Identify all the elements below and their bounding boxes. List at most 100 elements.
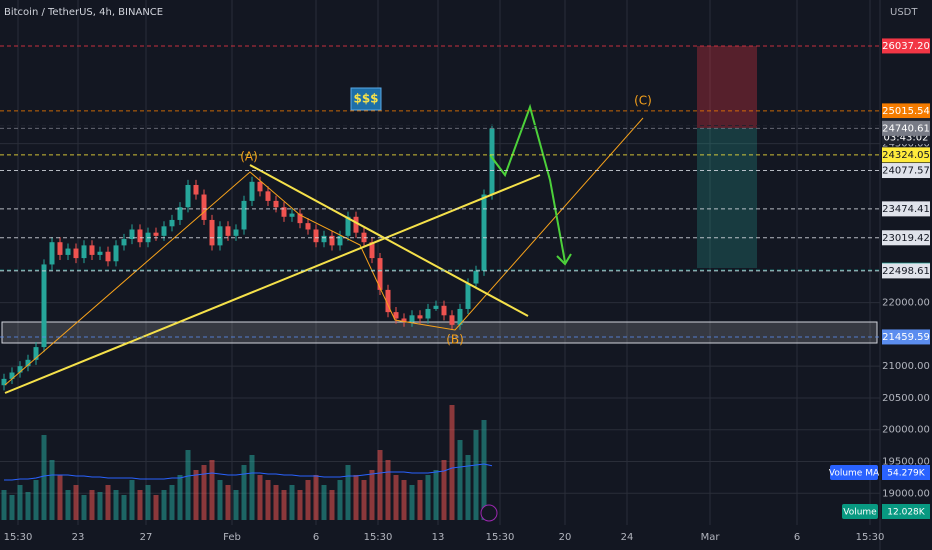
x-tick-label: 20 xyxy=(559,532,572,543)
price-badge-label: 24077.57 xyxy=(882,166,930,177)
candle-body xyxy=(105,251,111,262)
price-badge xyxy=(882,38,930,54)
price-badge-label: 26037.20 xyxy=(882,41,930,52)
price-badge xyxy=(882,230,930,246)
legend-badge xyxy=(882,465,930,480)
candle-body xyxy=(297,213,303,224)
candle-body xyxy=(217,226,223,246)
volume-bar xyxy=(289,485,295,520)
y-tick-label: 20500.00 xyxy=(882,393,930,404)
candle-body xyxy=(457,308,463,325)
volume-bar xyxy=(153,495,159,520)
price-badge xyxy=(882,329,930,345)
candle-body xyxy=(401,318,407,322)
candle-body xyxy=(193,184,199,195)
y-tick-label: 22000.00 xyxy=(882,298,930,309)
candle-body xyxy=(89,245,95,255)
volume-pane xyxy=(1,405,495,520)
volume-bar xyxy=(457,440,463,520)
x-tick-label: 13 xyxy=(432,532,445,543)
volume-bar xyxy=(177,475,183,520)
volume-bar xyxy=(305,480,311,520)
volume-bar xyxy=(81,495,87,520)
volume-bar xyxy=(217,480,223,520)
legend-badge xyxy=(830,465,878,480)
candle-body xyxy=(65,248,71,255)
candle-body xyxy=(161,226,167,236)
volume-bar xyxy=(41,435,47,520)
stop-zone xyxy=(697,46,757,128)
volume-bar xyxy=(209,460,215,520)
volume-bar xyxy=(121,495,127,520)
x-tick-label: Mar xyxy=(701,532,721,543)
volume-bar xyxy=(361,480,367,520)
x-tick-label: 15:30 xyxy=(4,532,33,543)
candle-body xyxy=(257,181,263,192)
candle-body xyxy=(481,194,487,271)
candle-body xyxy=(329,235,335,246)
volume-bar xyxy=(113,490,119,520)
candle-body xyxy=(17,366,23,373)
volume-bar xyxy=(97,492,103,520)
volume-bar xyxy=(329,490,335,520)
candle-body xyxy=(57,242,63,255)
price-badge xyxy=(882,201,930,217)
y-tick-label: 24500.00 xyxy=(882,139,930,150)
projection-arrow xyxy=(489,103,566,263)
volume-bar xyxy=(185,450,191,520)
volume-bar xyxy=(265,480,271,520)
y-tick-label: 19500.00 xyxy=(882,457,930,468)
volume-bar xyxy=(57,475,63,520)
candle-body xyxy=(201,194,207,220)
volume-bar xyxy=(193,470,199,520)
candle-body xyxy=(1,378,7,386)
candle-body xyxy=(185,184,191,208)
price-badge xyxy=(882,120,930,136)
callout-box xyxy=(350,87,382,111)
volume-bar xyxy=(385,460,391,520)
event-icon[interactable] xyxy=(480,504,498,522)
candle-body xyxy=(449,315,455,325)
volume-bar xyxy=(49,460,55,520)
candle-body xyxy=(369,242,375,259)
price-badge xyxy=(882,147,930,163)
legend-name: Volume MA xyxy=(829,469,880,479)
legend-value: 12.028K xyxy=(887,508,925,518)
price-badge-label: 23019.42 xyxy=(882,233,930,244)
volume-bar xyxy=(353,475,359,520)
candle-body xyxy=(225,226,231,236)
volume-bar xyxy=(337,480,343,520)
y-tick-label: 20000.00 xyxy=(882,425,930,436)
candle-body xyxy=(153,232,159,236)
candle-body xyxy=(113,245,119,262)
volume-bar xyxy=(1,490,7,520)
wave-label: (B) xyxy=(446,333,464,347)
volume-bar xyxy=(449,405,455,520)
candle-body xyxy=(473,270,479,284)
candle-body xyxy=(81,245,87,259)
trend-line xyxy=(4,174,541,394)
volume-bar xyxy=(473,430,479,520)
candle-body xyxy=(241,200,247,230)
candle-body xyxy=(417,315,423,319)
wave-line xyxy=(4,117,644,386)
candle-body xyxy=(465,283,471,309)
currency-label: USDT xyxy=(890,7,918,18)
price-axis: 19000.00 19500.00 20000.00 20500.00 21000.00… xyxy=(882,139,930,500)
x-tick-label: 24 xyxy=(621,532,634,543)
legend-badge xyxy=(882,504,930,519)
chart-title: Bitcoin / TetherUS, 4h, BINANCE xyxy=(4,7,163,18)
price-badge xyxy=(882,163,930,179)
candle-body xyxy=(41,264,47,348)
candle-body xyxy=(289,213,295,217)
support-zone xyxy=(1,321,878,344)
price-badge-label: 24324.05 xyxy=(882,150,930,161)
candle-body xyxy=(441,305,447,316)
volume-bar xyxy=(201,465,207,520)
candles xyxy=(1,124,495,391)
candle-body xyxy=(9,372,15,379)
candle-body xyxy=(73,248,79,259)
volume-bar xyxy=(9,495,15,520)
volume-bar xyxy=(369,470,375,520)
